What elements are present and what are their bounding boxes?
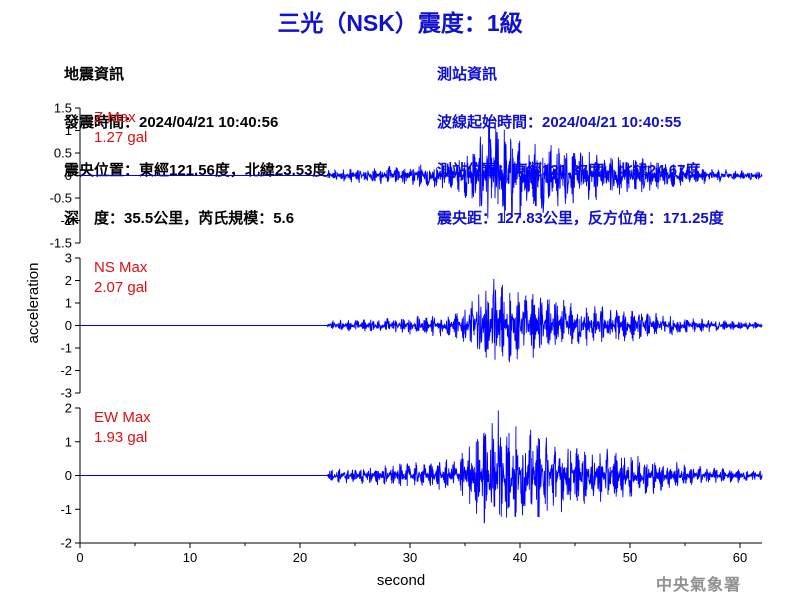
ns-y-tick-label: -3 (60, 386, 72, 401)
z-y-tick-label: 1.5 (54, 101, 72, 116)
x-tick-label: 0 (76, 550, 83, 565)
x-tick-label: 30 (403, 550, 417, 565)
x-axis-label: second (377, 572, 425, 589)
ew-waveform (80, 410, 763, 524)
ew-y-tick-label: 1 (65, 434, 72, 449)
station-info-heading: 測站資訊 (437, 66, 498, 83)
ns-y-tick-label: 0 (65, 318, 72, 333)
x-tick-label: 20 (293, 550, 307, 565)
agency-label: 中央氣象署 (656, 575, 742, 594)
z-y-tick-label: -1.5 (50, 236, 72, 251)
x-tick-label: 10 (183, 550, 197, 565)
z-y-tick-label: 0 (65, 168, 72, 183)
z-max-label: Z Max (94, 109, 136, 126)
ew-max-label: EW Max (94, 409, 151, 426)
x-tick-label: 40 (513, 550, 527, 565)
ew-y-tick-label: -2 (60, 536, 72, 551)
ns-y-tick-label: -2 (60, 363, 72, 378)
ew-y-tick-label: 0 (65, 468, 72, 483)
ns-y-tick-label: -1 (60, 341, 72, 356)
earthquake-info: 地震資訊 發震時間：2024/04/21 10:40:56 震央位置：東經121… (64, 35, 327, 243)
ns-y-tick-label: 1 (65, 296, 72, 311)
z-y-tick-label: 1 (65, 123, 72, 138)
ew-max-value: 1.93 gal (94, 429, 147, 446)
z-max-value: 1.27 gal (94, 129, 147, 146)
ns-max-label: NS Max (94, 259, 148, 276)
z-waveform (80, 118, 763, 223)
ew-y-tick-label: -1 (60, 502, 72, 517)
epicentral-distance: 震央距：127.83公里，反方位角：171.25度 (437, 210, 724, 227)
epicenter-location: 震央位置：東經121.56度，北緯23.53度 (64, 162, 328, 179)
ns-y-tick-label: 3 (65, 251, 72, 266)
z-y-tick-label: -0.5 (50, 191, 72, 206)
ns-waveform (80, 278, 763, 363)
z-y-tick-label: 0.5 (54, 146, 72, 161)
station-info: 測站資訊 波線起始時間：2024/04/21 10:40:55 測站位置：東經1… (437, 35, 724, 243)
x-tick-label: 50 (623, 550, 637, 565)
z-y-tick-label: -1 (60, 213, 72, 228)
waveform-start-time: 波線起始時間：2024/04/21 10:40:55 (437, 114, 682, 131)
origin-time: 發震時間：2024/04/21 10:40:56 (64, 114, 279, 131)
page-title: 三光（NSK）震度：1級 (277, 10, 523, 36)
earthquake-info-heading: 地震資訊 (64, 66, 125, 83)
y-axis-label: acceleration (25, 263, 42, 344)
ns-max-value: 2.07 gal (94, 279, 147, 296)
ew-y-tick-label: 2 (65, 401, 72, 416)
ns-y-tick-label: 2 (65, 273, 72, 288)
depth-magnitude: 深 度：35.5公里，芮氏規模：5.6 (64, 210, 295, 227)
x-tick-label: 60 (733, 550, 747, 565)
